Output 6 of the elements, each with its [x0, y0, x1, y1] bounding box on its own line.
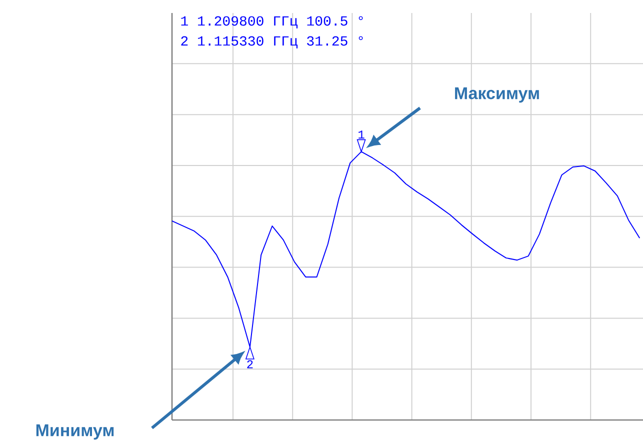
- text: Минимум: [36, 424, 114, 440]
- annotation: 2: [247, 360, 253, 368]
- text: 1 1.209800 ГГц 100.5 °: [181, 16, 363, 28]
- text: 1: [358, 130, 364, 138]
- text: 2 1.115330 ГГц 31.25 °: [181, 36, 363, 48]
- text: Максимум: [455, 87, 539, 103]
